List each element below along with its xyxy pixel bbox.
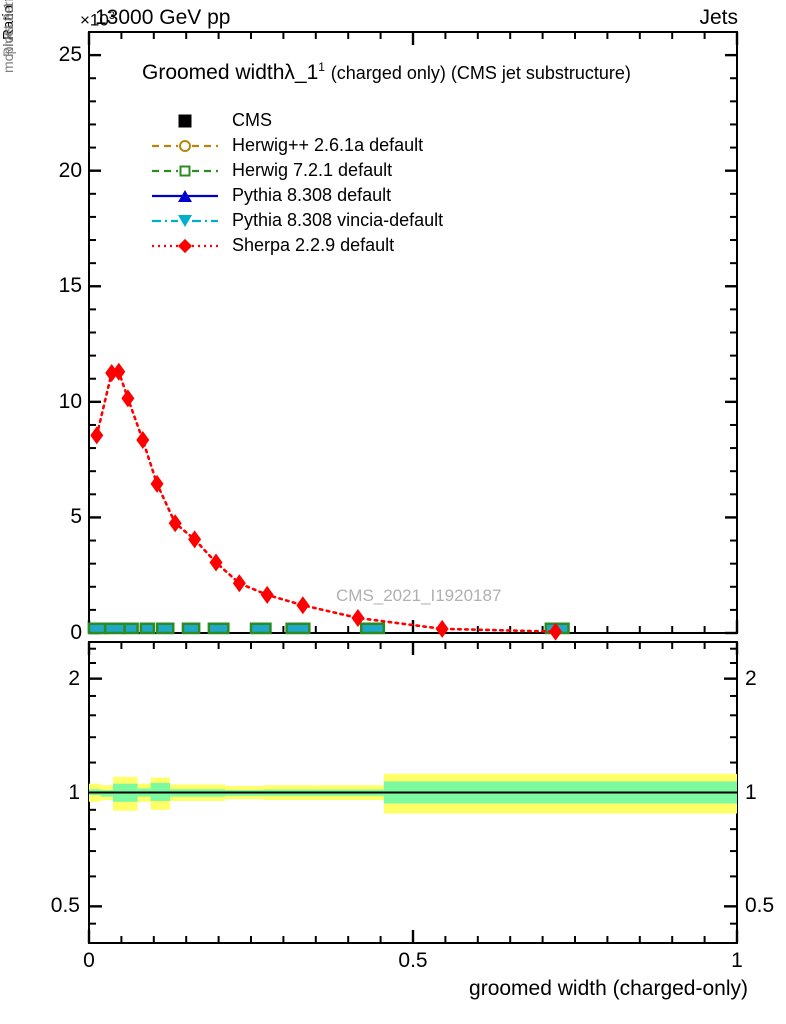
plot-title-qualifier: (charged only) (CMS jet substructure) <box>330 63 631 83</box>
plot-title-main: Groomed width <box>142 61 285 84</box>
sherpa-marker <box>549 622 563 641</box>
sherpa-marker <box>90 426 104 445</box>
legend-marker-open-circle <box>179 139 191 152</box>
y-axis-tick-value: 0 <box>70 621 82 644</box>
legend-label-4: Pythia 8.308 vincia-default <box>232 210 444 230</box>
sherpa-marker <box>209 553 223 572</box>
ratio-y-tick-label: 0.5 <box>50 894 80 918</box>
sherpa-marker <box>136 430 150 449</box>
sherpa-marker <box>296 596 310 615</box>
legend-key-4 <box>152 211 218 231</box>
legend-item-2[interactable]: Herwig 7.2.1 default <box>152 158 443 183</box>
plot-title-exponent: 1 <box>318 60 325 74</box>
legend-label-2: Herwig 7.2.1 default <box>232 160 393 180</box>
y-axis-tick-value: 25 <box>58 43 82 67</box>
legend-line-2 <box>152 169 218 172</box>
legend-key-3 <box>152 186 218 206</box>
sherpa-marker <box>435 619 449 638</box>
cms-uncertainty-band <box>359 622 386 635</box>
cms-uncertainty-band <box>123 622 139 635</box>
y-axis-tick-value: 20 <box>58 158 82 182</box>
x-axis-tick-label: 0.5 <box>398 949 428 972</box>
legend-key-0 <box>152 111 218 131</box>
plot-title-observable: λ_1 <box>284 61 319 84</box>
cms-uncertainty-band <box>155 622 175 635</box>
legend-item-1[interactable]: Herwig++ 2.6.1a default <box>152 133 443 158</box>
x-axis-label: groomed width (charged-only) <box>469 977 748 1000</box>
mcplots-source-label: mcplots.cern.ch [arXiv:1306.3436] <box>0 0 16 73</box>
legend-label-0: CMS <box>232 110 272 130</box>
plot-title: Groomed widthλ_11 (charged only) (CMS je… <box>142 60 631 85</box>
cms-uncertainty-band <box>249 622 272 635</box>
ratio-y-tick-label-right: 2 <box>745 666 757 690</box>
y-axis-tick-value: 15 <box>58 274 82 298</box>
sherpa-marker <box>232 574 246 593</box>
y-axis-tick-value: 5 <box>70 505 82 529</box>
legend-item-3[interactable]: Pythia 8.308 default <box>152 183 443 208</box>
legend-item-0[interactable]: CMS <box>152 108 443 133</box>
ratio-y-tick-label: 1 <box>68 780 80 804</box>
legend-label-1: Herwig++ 2.6.1a default <box>232 135 424 155</box>
ratio-y-tick-label: 2 <box>68 666 80 690</box>
legend-key-2 <box>152 161 218 181</box>
sherpa-marker <box>351 608 365 627</box>
sherpa-marker <box>188 530 202 549</box>
legend-key-1 <box>152 136 218 156</box>
legend-marker-filled-triangle-up <box>178 189 192 202</box>
cms-uncertainty-band <box>285 622 311 635</box>
legend-marker-filled-square <box>178 114 192 127</box>
cms-uncertainty-band <box>207 622 230 635</box>
legend-label-5: Sherpa 2.2.9 default <box>232 235 395 255</box>
cms-uncertainty-band <box>139 622 156 635</box>
legend-item-4[interactable]: Pythia 8.308 vincia-default <box>152 208 443 233</box>
sherpa-marker <box>168 514 182 533</box>
legend: CMS Herwig++ 2.6.1a default Herwig 7.2.1 d… <box>152 108 443 258</box>
beam-energy-label: 13000 GeV pp <box>95 6 231 29</box>
y-axis-tick-value: 10 <box>58 389 82 413</box>
sherpa-marker <box>150 474 164 493</box>
sherpa-marker <box>112 362 126 381</box>
legend-line-1 <box>152 144 218 147</box>
legend-marker-open-square <box>179 165 191 176</box>
legend-line-5 <box>152 244 218 247</box>
legend-key-5 <box>152 236 218 256</box>
x-axis-tick-label: 1 <box>731 949 743 972</box>
legend-marker-filled-triangle-down <box>178 214 192 227</box>
y-axis-scale-factor: ×103 <box>80 10 115 30</box>
legend-label-3: Pythia 8.308 default <box>232 185 392 205</box>
ratio-y-tick-label-right: 1 <box>745 780 757 804</box>
legend-item-5[interactable]: Sherpa 2.2.9 default <box>152 233 443 258</box>
analysis-watermark: CMS_2021_I1920187 <box>336 586 502 605</box>
ratio-y-tick-label-right: 0.5 <box>745 894 775 918</box>
sherpa-marker <box>121 389 135 408</box>
cms-uncertainty-band <box>181 622 201 635</box>
legend-line-4 <box>152 219 218 222</box>
analysis-category-label: Jets <box>699 6 738 29</box>
sherpa-marker <box>260 585 274 604</box>
x-axis-tick-label: 0 <box>83 949 95 972</box>
